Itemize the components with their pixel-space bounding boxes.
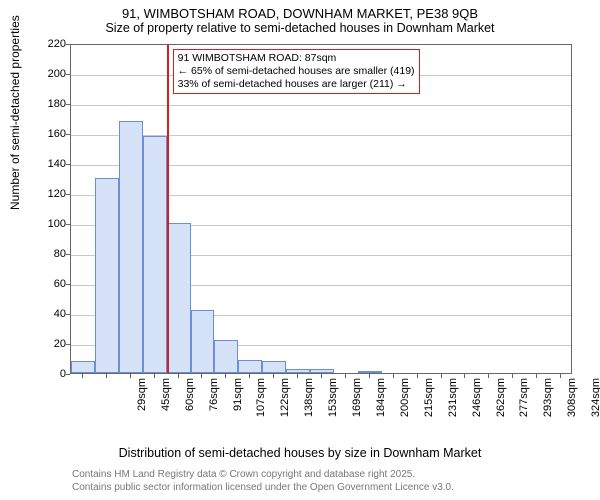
footer-line2: Contains public sector information licen… [72,481,454,494]
x-tick-mark [297,374,298,378]
x-tick-mark [512,374,513,378]
x-tick-label: 91sqm [232,378,244,428]
y-tick-mark [66,194,70,195]
y-tick-label: 220 [42,38,66,50]
x-tick-label: 169sqm [351,378,363,428]
x-tick-mark [393,374,394,378]
x-tick-mark [106,374,107,378]
x-tick-mark [369,374,370,378]
property-marker-line [167,45,169,373]
x-tick-mark [488,374,489,378]
x-tick-label: 184sqm [375,378,387,428]
x-tick-label: 153sqm [327,378,339,428]
y-tick-mark [66,104,70,105]
y-tick-mark [66,44,70,45]
y-tick-label: 80 [42,248,66,260]
histogram-bar [143,136,167,373]
histogram-bar [71,361,95,373]
histogram-bar [286,369,310,374]
histogram-bar [191,310,215,373]
attribution-footer: Contains HM Land Registry data © Crown c… [72,468,454,494]
y-tick-label: 20 [42,338,66,350]
annotation-line2: ← 65% of semi-detached houses are smalle… [178,65,415,78]
x-tick-label: 277sqm [518,378,530,428]
histogram-bar [238,360,262,374]
histogram-bar [214,340,238,373]
y-tick-label: 160 [42,128,66,140]
y-tick-label: 60 [42,278,66,290]
x-tick-mark [536,374,537,378]
histogram-bar [119,121,143,373]
chart-title-block: 91, WIMBOTSHAM ROAD, DOWNHAM MARKET, PE3… [0,0,600,37]
x-tick-mark [201,374,202,378]
y-tick-label: 180 [42,98,66,110]
x-tick-label: 200sqm [399,378,411,428]
y-axis-label: Number of semi-detached properties [8,15,22,210]
y-tick-label: 100 [42,218,66,230]
x-tick-label: 262sqm [495,378,507,428]
x-tick-mark [273,374,274,378]
y-tick-label: 120 [42,188,66,200]
x-tick-mark [225,374,226,378]
footer-line1: Contains HM Land Registry data © Crown c… [72,468,454,481]
y-tick-mark [66,164,70,165]
x-tick-mark [130,374,131,378]
y-tick-mark [66,314,70,315]
y-tick-mark [66,344,70,345]
title-subtitle: Size of property relative to semi-detach… [0,21,600,35]
y-tick-mark [66,374,70,375]
x-tick-mark [464,374,465,378]
x-tick-mark [154,374,155,378]
x-tick-mark [82,374,83,378]
y-tick-label: 40 [42,308,66,320]
y-tick-mark [66,224,70,225]
histogram-bar [167,223,191,373]
x-tick-label: 231sqm [447,378,459,428]
x-tick-label: 246sqm [471,378,483,428]
histogram-bar [262,361,286,373]
marker-annotation: 91 WIMBOTSHAM ROAD: 87sqm ← 65% of semi-… [173,49,420,94]
x-tick-label: 324sqm [590,378,600,428]
gridline [71,105,571,106]
histogram-bar [310,369,334,374]
y-tick-label: 140 [42,158,66,170]
x-tick-mark [345,374,346,378]
y-tick-mark [66,284,70,285]
y-tick-label: 0 [42,368,66,380]
chart-container: 91 WIMBOTSHAM ROAD: 87sqm ← 65% of semi-… [42,44,572,404]
x-tick-mark [417,374,418,378]
annotation-line1: 91 WIMBOTSHAM ROAD: 87sqm [178,52,415,65]
x-tick-label: 107sqm [255,378,267,428]
y-tick-mark [66,74,70,75]
y-tick-mark [66,134,70,135]
x-tick-label: 293sqm [542,378,554,428]
x-tick-label: 308sqm [566,378,578,428]
plot-area: 91 WIMBOTSHAM ROAD: 87sqm ← 65% of semi-… [70,44,572,374]
x-tick-label: 29sqm [136,378,148,428]
x-tick-label: 45sqm [160,378,172,428]
histogram-bar [358,371,382,373]
histogram-bar [95,178,119,373]
x-tick-mark [249,374,250,378]
x-tick-mark [321,374,322,378]
x-tick-label: 76sqm [208,378,220,428]
x-axis-label: Distribution of semi-detached houses by … [0,446,600,460]
y-tick-mark [66,254,70,255]
x-tick-label: 122sqm [279,378,291,428]
x-tick-mark [441,374,442,378]
x-tick-label: 215sqm [423,378,435,428]
x-tick-label: 60sqm [184,378,196,428]
title-address: 91, WIMBOTSHAM ROAD, DOWNHAM MARKET, PE3… [0,6,600,21]
x-tick-mark [560,374,561,378]
x-tick-mark [178,374,179,378]
x-tick-label: 138sqm [303,378,315,428]
annotation-line3: 33% of semi-detached houses are larger (… [178,78,415,91]
y-tick-label: 200 [42,68,66,80]
